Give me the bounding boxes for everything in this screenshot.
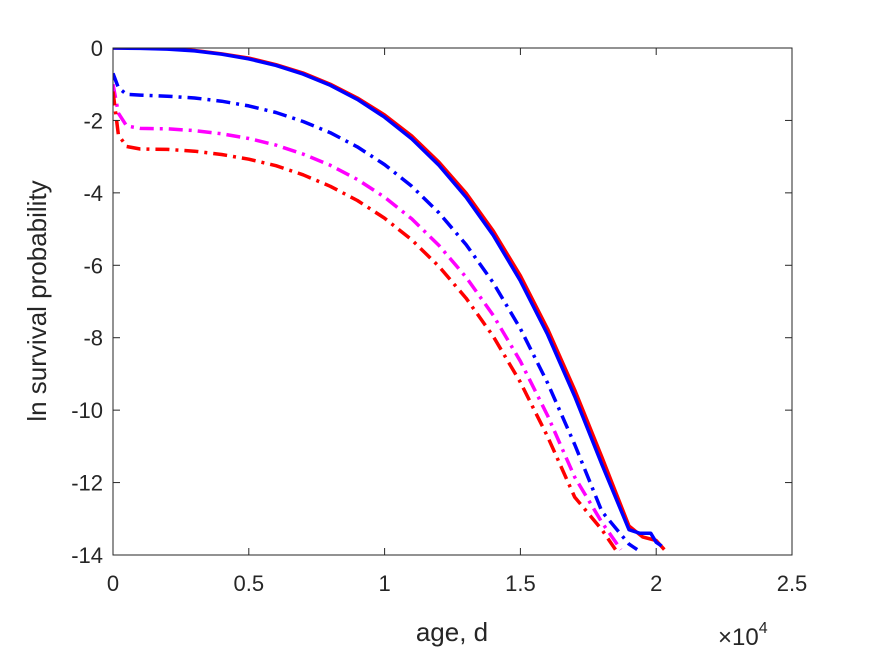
series-line-2-solid bbox=[113, 48, 663, 548]
x-tick-label: 0 bbox=[107, 571, 119, 596]
y-tick-label: -4 bbox=[83, 181, 103, 206]
plot-area bbox=[113, 48, 792, 555]
series-line-3-dashdot bbox=[113, 72, 639, 552]
y-tick-label: -12 bbox=[71, 471, 103, 496]
x-tick-label: 2.5 bbox=[777, 571, 808, 596]
y-tick-label: -2 bbox=[83, 108, 103, 133]
x-multiplier-exponent: 4 bbox=[759, 620, 768, 637]
y-axis-label: ln survival probability bbox=[22, 180, 52, 421]
x-tick-label: 2 bbox=[650, 571, 662, 596]
x-axis-multiplier: ×104 bbox=[718, 620, 768, 651]
x-multiplier-symbol: × bbox=[718, 624, 732, 651]
y-tick-label: -10 bbox=[71, 398, 103, 423]
x-tick-label: 1.5 bbox=[505, 571, 536, 596]
axes-layer: 0 0.5 1 1.5 2 2.5 -14 -12 -10 -8 -6 -4 -2 0 bbox=[71, 36, 807, 596]
series-line-5-dashdot bbox=[113, 91, 617, 551]
y-tick-label: -8 bbox=[83, 326, 103, 351]
x-axis-label: age, d bbox=[416, 617, 488, 647]
axes-box bbox=[112, 47, 793, 556]
x-tick-label: 0.5 bbox=[234, 571, 265, 596]
x-multiplier-base: 10 bbox=[732, 624, 759, 651]
series-layer bbox=[113, 48, 666, 552]
y-tick-label: -14 bbox=[71, 543, 103, 568]
series-line-4-dashdot bbox=[113, 83, 623, 551]
y-tick-label: 0 bbox=[91, 36, 103, 61]
y-tick-label: -6 bbox=[83, 253, 103, 278]
x-tick-label: 1 bbox=[378, 571, 390, 596]
